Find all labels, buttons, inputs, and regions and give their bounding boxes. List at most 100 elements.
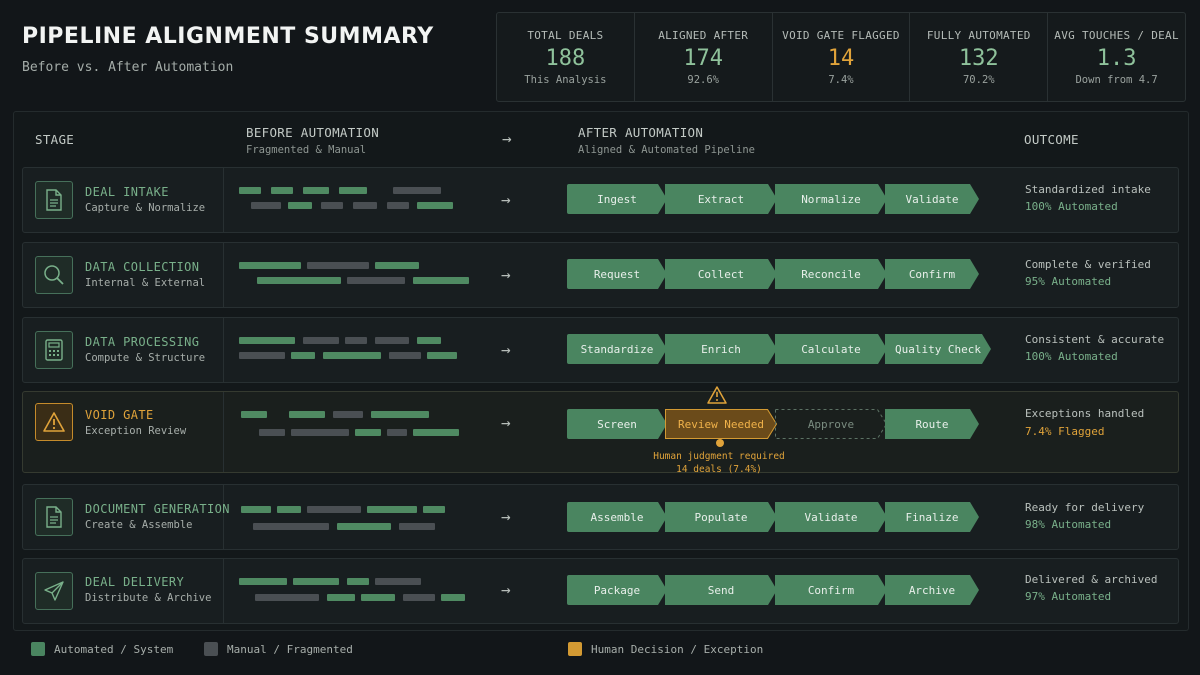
- pipeline-step: Finalize: [885, 502, 979, 532]
- gate-marker-dot: [716, 439, 724, 447]
- pipeline-step: Ingest: [567, 184, 667, 214]
- stage-row-document-generation[interactable]: DOCUMENT GENERATION Create & Assemble → …: [22, 484, 1179, 550]
- document-icon: [35, 498, 73, 536]
- stage-row-void-gate[interactable]: VOID GATE Exception Review → Screen Revi…: [22, 391, 1179, 476]
- gate-note: Human judgment required 14 deals (7.4%): [641, 450, 797, 476]
- pipeline-step: Standardize: [567, 334, 667, 364]
- stat-void-gate-flagged: VOID GATE FLAGGED 14 7.4%: [773, 13, 911, 101]
- stage-name: DATA PROCESSING: [85, 335, 200, 349]
- fragment-bar-automated: [239, 337, 295, 344]
- outcome-percent: 100% Automated: [1025, 350, 1118, 363]
- stats-bar: TOTAL DEALS 188 This Analysis ALIGNED AF…: [496, 12, 1186, 102]
- stage-row-deal-intake[interactable]: DEAL INTAKE Capture & Normalize → Ingest…: [22, 167, 1179, 233]
- stage-row-deal-delivery[interactable]: DEAL DELIVERY Distribute & Archive → Pac…: [22, 558, 1179, 624]
- fragment-bar-automated: [271, 187, 293, 194]
- stage-row-data-processing[interactable]: DATA PROCESSING Compute & Structure → St…: [22, 317, 1179, 383]
- pipeline-step: Assemble: [567, 502, 667, 532]
- row-divider: [223, 243, 224, 307]
- legend-item-human: Human Decision / Exception: [568, 642, 763, 656]
- stat-label: TOTAL DEALS: [527, 28, 604, 42]
- fragment-bar-manual: [291, 429, 349, 436]
- fragment-bar-manual: [345, 337, 367, 344]
- fragment-bar-manual: [389, 352, 421, 359]
- stage-row-data-collection[interactable]: DATA COLLECTION Internal & External → Re…: [22, 242, 1179, 308]
- pipeline-step: Validate: [775, 502, 887, 532]
- fragment-bar-automated: [347, 578, 369, 585]
- fragment-bar-automated: [367, 506, 417, 513]
- fragment-bar-automated: [277, 506, 301, 513]
- fragment-bar-manual: [375, 578, 421, 585]
- row-arrow-icon: →: [501, 190, 511, 209]
- legend-item-automated: Automated / System: [31, 642, 173, 656]
- legend-label: Automated / System: [54, 642, 174, 656]
- pipeline-step: Extract: [665, 184, 777, 214]
- document-icon: [35, 181, 73, 219]
- fragment-bar-automated: [291, 352, 315, 359]
- stat-total-deals: TOTAL DEALS 188 This Analysis: [497, 13, 635, 101]
- pipeline-step: Package: [567, 575, 667, 605]
- fragment-bar-manual: [251, 202, 281, 209]
- stage-subtitle: Create & Assemble: [85, 519, 193, 531]
- fragment-bar-automated: [239, 578, 287, 585]
- fragment-bar-manual: [259, 429, 285, 436]
- stage-subtitle: Compute & Structure: [85, 352, 206, 364]
- page-subtitle: Before vs. After Automation: [22, 60, 234, 75]
- stage-subtitle: Capture & Normalize: [85, 202, 206, 214]
- row-arrow-icon: →: [501, 340, 511, 359]
- row-arrow-icon: →: [501, 580, 511, 599]
- fragment-bar-automated: [239, 187, 261, 194]
- column-subheader-before: Fragmented & Manual: [246, 144, 367, 156]
- stat-fully-automated: FULLY AUTOMATED 132 70.2%: [910, 13, 1049, 101]
- pipeline-step: Confirm: [775, 575, 887, 605]
- column-header-after: AFTER AUTOMATION: [578, 125, 704, 140]
- fragment-bar-automated: [289, 411, 325, 418]
- warning-icon: [35, 403, 73, 441]
- column-header-before: BEFORE AUTOMATION: [246, 125, 380, 140]
- pipeline-step: Request: [567, 259, 667, 289]
- legend-label: Human Decision / Exception: [591, 642, 764, 656]
- fragment-bar-automated: [413, 429, 459, 436]
- fragment-bar-automated: [441, 594, 465, 601]
- pipeline-step: Calculate: [775, 334, 887, 364]
- pipeline-step: Validate: [885, 184, 979, 214]
- pipeline-step: Populate: [665, 502, 777, 532]
- stat-value: 188: [545, 45, 586, 71]
- page-title: PIPELINE ALIGNMENT SUMMARY: [22, 24, 434, 49]
- fragment-bar-automated: [361, 594, 395, 601]
- calculator-icon: [35, 331, 73, 369]
- fragment-bar-manual: [347, 277, 405, 284]
- column-subheader-after: Aligned & Automated Pipeline: [578, 144, 756, 156]
- fragment-bar-manual: [307, 506, 361, 513]
- fragment-bar-manual: [399, 523, 435, 530]
- row-arrow-icon: →: [501, 265, 511, 284]
- fragment-bar-automated: [257, 277, 341, 284]
- fragment-bar-manual: [353, 202, 377, 209]
- pipeline-step-review-needed: Review Needed: [665, 409, 777, 439]
- stage-name: DEAL INTAKE: [85, 185, 169, 199]
- approve-step-outline: [775, 409, 887, 439]
- fragment-bar-automated: [413, 277, 469, 284]
- legend-swatch: [204, 642, 218, 656]
- stat-value: 174: [683, 45, 724, 71]
- pipeline-step: Send: [665, 575, 777, 605]
- stage-subtitle: Distribute & Archive: [85, 592, 212, 604]
- outcome-text: Delivered & archived: [1025, 573, 1158, 586]
- review-step-outline: [665, 409, 777, 439]
- send-icon: [35, 572, 73, 610]
- pipeline-step: Screen: [567, 409, 667, 439]
- fragment-bar-automated: [241, 506, 271, 513]
- row-divider: [223, 318, 224, 382]
- fragment-bar-automated: [339, 187, 367, 194]
- fragment-bar-manual: [239, 352, 285, 359]
- stage-name: DOCUMENT GENERATION: [85, 502, 230, 516]
- stat-avg-touches: AVG TOUCHES / DEAL 1.3 Down from 4.7: [1048, 13, 1185, 101]
- fragment-bar-automated: [337, 523, 391, 530]
- fragment-bar-automated: [371, 411, 429, 418]
- stage-name: DEAL DELIVERY: [85, 575, 185, 589]
- stat-value: 132: [958, 45, 999, 71]
- fragment-bar-manual: [307, 262, 369, 269]
- stat-note: This Analysis: [524, 73, 607, 86]
- fragment-bar-manual: [387, 202, 409, 209]
- fragment-bar-automated: [303, 187, 329, 194]
- outcome-percent: 97% Automated: [1025, 590, 1112, 603]
